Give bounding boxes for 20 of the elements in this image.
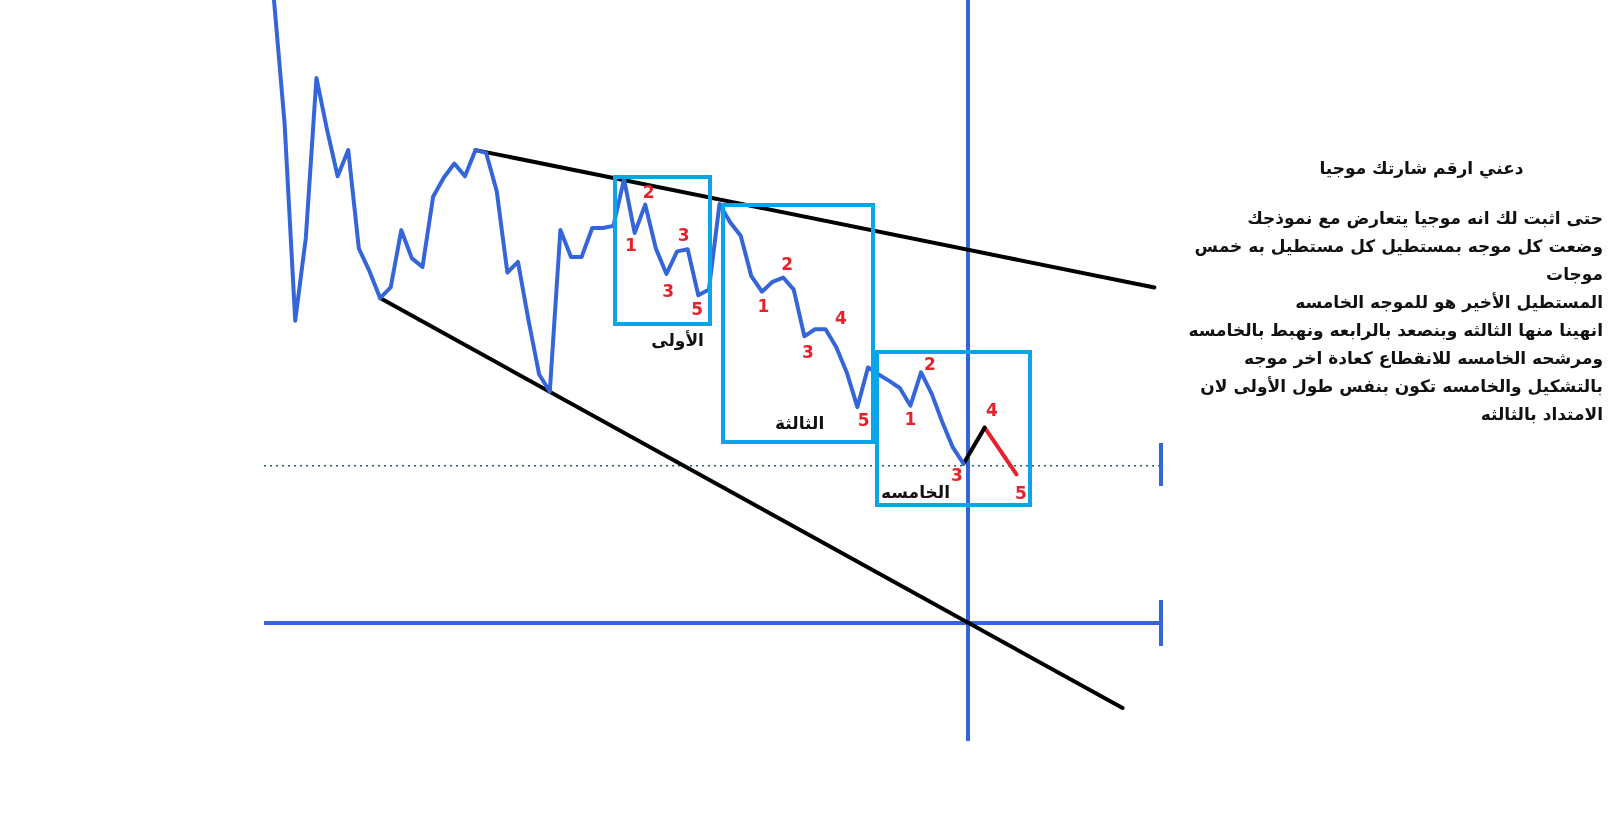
annotation: الثالثة: [775, 412, 825, 433]
annotation: 3: [950, 465, 963, 486]
annotation: 3: [801, 342, 814, 363]
annotation: 5: [857, 410, 870, 431]
annotation: 5: [1015, 482, 1027, 503]
text: حتى اثبت لك انه موجيا يتعارض مع نموذجك وضعت كل موجه بمستطيل كل مستطيل به خمس موجات المستطيل الأخير هو للموجه الخامسه انهينا منها الثالثه وبنصعد بالرابعه ونهبط بالخامسه ومرشحه الخامسه للانقطاع كعادة اخر موجه بالتشكيل والخامسه تكون بنفس طول الأولى لان الامتداد بالثالثه: [1187, 207, 1603, 426]
annotation: 1: [904, 409, 917, 430]
annotation: 4: [986, 400, 999, 421]
annotation: 3: [662, 281, 675, 302]
text: دعني ارقم شارتك موجيا: [1318, 158, 1525, 178]
annotation: الأولى: [651, 329, 704, 351]
annotation: 3: [677, 225, 690, 246]
annotation: 1: [625, 234, 637, 255]
annotation: 5: [691, 298, 704, 319]
annotation: 4: [835, 308, 848, 329]
annotation: 2: [642, 181, 655, 202]
annotation: 2: [781, 254, 794, 275]
annotation: الخامسه: [880, 481, 950, 502]
annotation: 1: [757, 295, 770, 316]
annotation: 2: [924, 353, 936, 374]
